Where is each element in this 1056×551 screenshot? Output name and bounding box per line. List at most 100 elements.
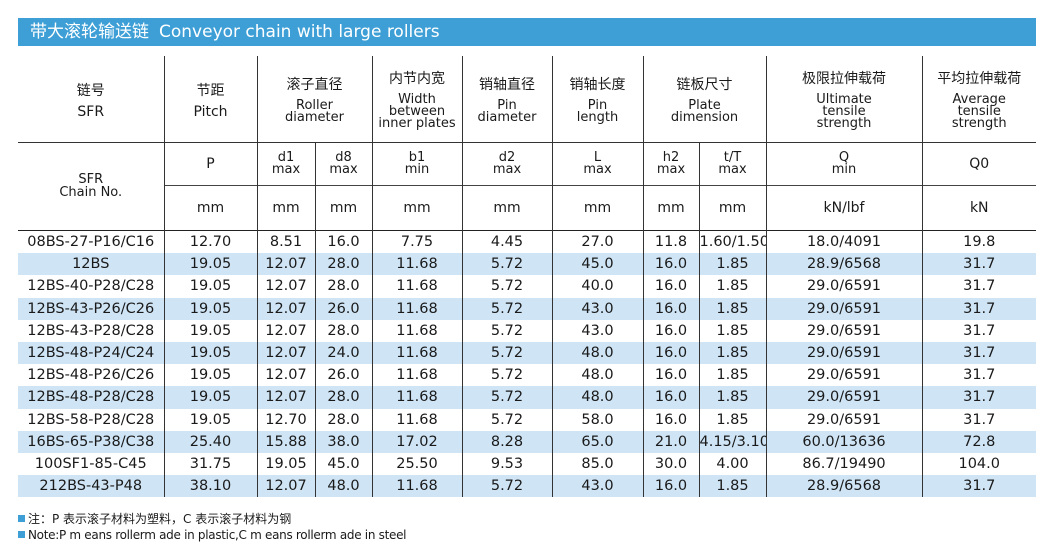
- chain-number-cell: 08BS-27-P16/C16: [18, 230, 164, 254]
- value-cell: 38.10: [163, 475, 257, 498]
- value-cell: 11.68: [371, 364, 462, 387]
- value-cell: 12.07: [256, 297, 315, 320]
- hdr-inner: 内节内宽 Width between inner plates: [371, 56, 462, 143]
- table-row: 12BS 19.05 12.07 28.0 11.68 5.72 45.0 16.0 1.85 2…: [18, 253, 1036, 276]
- value-cell: 25.40: [163, 430, 257, 453]
- table-row: 12BS-58-P28/C28 19.05 12.70 28.0 11.68 5.72 58…: [18, 408, 1036, 431]
- value-cell: 28.0: [314, 386, 372, 409]
- table-row: 12BS-48-P26/C26 19.05 12.07 26.0 11.68 5.72 48…: [18, 364, 1036, 387]
- hdr-chain: 链号 SFR: [76, 83, 105, 120]
- notes: 注：P 表示滚子材料为塑料，C 表示滚子材料为钢 Note:P m eans r…: [18, 511, 407, 543]
- value-cell: 4.15/3.10: [698, 430, 766, 453]
- unit-cell: mm: [461, 185, 552, 231]
- value-cell: 28.0: [314, 319, 372, 342]
- value-cell: 45.0: [551, 253, 643, 276]
- value-cell: 11.68: [371, 408, 462, 431]
- sym-d1: d1 max: [256, 142, 315, 186]
- value-cell: 5.72: [461, 364, 552, 387]
- value-cell: 12.07: [256, 475, 315, 498]
- value-cell: 12.70: [256, 408, 315, 431]
- value-cell: 16.0: [642, 386, 699, 409]
- value-cell: 12.07: [256, 364, 315, 387]
- value-cell: 28.0: [314, 408, 372, 431]
- value-cell: 65.0: [551, 430, 643, 453]
- value-cell: 31.75: [163, 452, 257, 476]
- chain-number-cell: 12BS-40-P28/C28: [18, 275, 164, 298]
- table-row: 12BS-43-P26/C26 19.05 12.07 26.0 11.68 5.72 43…: [18, 297, 1036, 320]
- table-row: 12BS-40-P28/C28 19.05 12.07 28.0 11.68 5.72 40…: [18, 275, 1036, 298]
- value-cell: 48.0: [551, 341, 643, 365]
- value-cell: 1.85: [698, 341, 766, 365]
- value-cell: 21.0: [642, 430, 699, 453]
- value-cell: 16.0: [642, 253, 699, 276]
- value-cell: 17.02: [371, 430, 462, 453]
- value-cell: 48.0: [551, 364, 643, 387]
- value-cell: 58.0: [551, 408, 643, 431]
- value-cell: 4.45: [461, 230, 552, 254]
- table-row: 212BS-43-P48 38.10 12.07 48.0 11.68 5.72 43.0 1…: [18, 475, 1036, 498]
- value-cell: 27.0: [551, 230, 643, 254]
- chain-number-cell: 12BS-43-P26/C26: [18, 297, 164, 320]
- value-cell: 31.7: [921, 341, 1036, 365]
- unit-cell: kN: [921, 185, 1036, 231]
- value-cell: 19.05: [163, 408, 257, 431]
- value-cell: 40.0: [551, 275, 643, 298]
- table-row: 08BS-27-P16/C16 12.70 8.51 16.0 7.75 4.45 27.0…: [18, 230, 1036, 254]
- table-row: 12BS-43-P28/C28 19.05 12.07 28.0 11.68 5.72 43…: [18, 319, 1036, 342]
- value-cell: 8.28: [461, 430, 552, 453]
- value-cell: 16.0: [314, 230, 372, 254]
- spec-table: 链号 SFR 节距 Pitch 滚子直径 Roller diameter 内节内宽 Wid…: [18, 56, 1036, 498]
- hdr-pin: 销轴直径 Pin diameter: [461, 56, 552, 143]
- chain-number-cell: 12BS-48-P28/C28: [18, 386, 164, 409]
- chain-number-cell: 12BS-48-P24/C24: [18, 341, 164, 365]
- value-cell: 19.05: [163, 253, 257, 276]
- value-cell: 5.72: [461, 297, 552, 320]
- chain-number-cell: 12BS-48-P26/C26: [18, 364, 164, 387]
- value-cell: 11.68: [371, 319, 462, 342]
- title-en: Conveyor chain with large rollers: [159, 22, 440, 42]
- value-cell: 5.72: [461, 408, 552, 431]
- value-cell: 19.05: [163, 364, 257, 387]
- value-cell: 45.0: [314, 452, 372, 476]
- value-cell: 16.0: [642, 275, 699, 298]
- value-cell: 30.0: [642, 452, 699, 476]
- value-cell: 38.0: [314, 430, 372, 453]
- value-cell: 29.0/6591: [765, 275, 922, 298]
- title-bar: 带大滚轮输送链 Conveyor chain with large rollers: [18, 18, 1036, 46]
- value-cell: 1.85: [698, 253, 766, 276]
- value-cell: 85.0: [551, 452, 643, 476]
- sym-d2: d2 max: [461, 142, 552, 186]
- sym-b1: b1 min: [371, 142, 462, 186]
- hdr-chain-no: SFR Chain No.: [18, 142, 164, 231]
- sym-p: P: [163, 142, 257, 186]
- value-cell: 31.7: [921, 408, 1036, 431]
- value-cell: 19.05: [163, 319, 257, 342]
- value-cell: 48.0: [551, 386, 643, 409]
- unit-cell: mm: [256, 185, 315, 231]
- value-cell: 1.85: [698, 275, 766, 298]
- value-cell: 12.70: [163, 230, 257, 254]
- sym-d8: d8 max: [314, 142, 372, 186]
- value-cell: 19.05: [163, 386, 257, 409]
- value-cell: 12.07: [256, 275, 315, 298]
- table-row: 12BS-48-P24/C24 19.05 12.07 24.0 11.68 5.72 48…: [18, 341, 1036, 365]
- value-cell: 11.8: [642, 230, 699, 254]
- value-cell: 29.0/6591: [765, 341, 922, 365]
- chain-number-cell: 12BS-58-P28/C28: [18, 408, 164, 431]
- value-cell: 19.05: [163, 297, 257, 320]
- value-cell: 1.85: [698, 408, 766, 431]
- header-block: 链号 SFR 节距 Pitch 滚子直径 Roller diameter 内节内宽 Wid…: [18, 56, 1036, 231]
- value-cell: 5.72: [461, 319, 552, 342]
- value-cell: 60.0/13636: [765, 430, 922, 453]
- unit-cell: mm: [642, 185, 699, 231]
- value-cell: 1.85: [698, 386, 766, 409]
- value-cell: 11.68: [371, 341, 462, 365]
- value-cell: 16.0: [642, 297, 699, 320]
- value-cell: 43.0: [551, 297, 643, 320]
- value-cell: 28.0: [314, 253, 372, 276]
- table-row: 12BS-48-P28/C28 19.05 12.07 28.0 11.68 5.72 48…: [18, 386, 1036, 409]
- value-cell: 28.0: [314, 275, 372, 298]
- chain-number-cell: 100SF1-85-C45: [18, 452, 164, 476]
